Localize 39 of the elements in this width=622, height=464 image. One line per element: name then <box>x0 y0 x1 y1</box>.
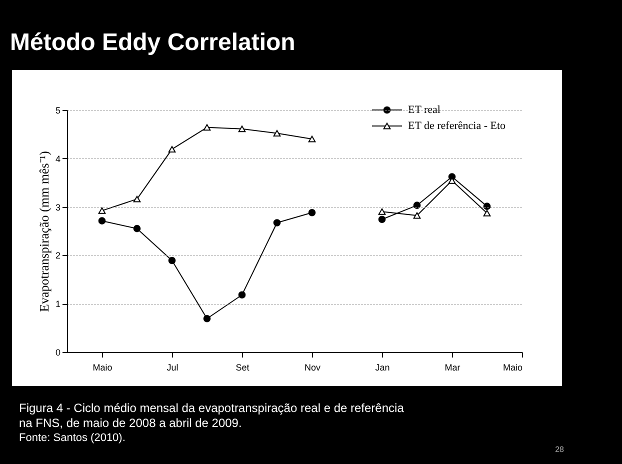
point <box>273 219 281 226</box>
point <box>98 207 106 214</box>
point <box>203 124 211 131</box>
point <box>378 208 386 215</box>
point <box>308 208 316 216</box>
text: Figura 4 - Ciclo médio mensal da evapotranspiração real e de referência na FNS, de maio de 2008 a abril de 2009. <box>19 401 404 430</box>
x-tick-label: Maio <box>92 362 112 372</box>
x-tick-label: Set <box>236 362 250 372</box>
x-tick-label: Mar <box>444 362 460 372</box>
y-tick-label: 4 <box>55 154 60 164</box>
point <box>483 210 491 216</box>
x-tick-label: Jan <box>375 362 390 372</box>
point <box>98 217 106 224</box>
point <box>133 196 141 202</box>
y-axis-title: Evapotranspiração (mm mês⁻¹) <box>36 151 52 312</box>
y-tick-label: 3 <box>55 202 60 212</box>
point <box>308 136 316 142</box>
chart-title: Método Eddy Correlation <box>10 29 296 56</box>
point <box>273 130 281 136</box>
point <box>238 291 246 299</box>
x-tick-label: Maio <box>502 362 522 372</box>
y-tick-label: 5 <box>55 106 60 116</box>
legend-label: ET de referência - Eto <box>408 120 506 132</box>
source-note: Fonte: Santos (2010). <box>19 432 126 444</box>
point <box>168 146 176 152</box>
x-tick-label: Jul <box>166 362 178 372</box>
y-tick-label: 1 <box>55 299 60 310</box>
point <box>483 202 491 210</box>
point <box>413 212 421 219</box>
point <box>378 216 386 224</box>
point <box>203 314 211 322</box>
point <box>238 126 246 132</box>
point <box>168 256 176 264</box>
x-tick-label: Nov <box>304 362 321 372</box>
y-tick-label: 2 <box>55 250 60 261</box>
text: 28 <box>555 445 565 454</box>
point <box>413 202 421 210</box>
point <box>133 224 141 232</box>
y-tick-label: 0 <box>55 348 60 358</box>
